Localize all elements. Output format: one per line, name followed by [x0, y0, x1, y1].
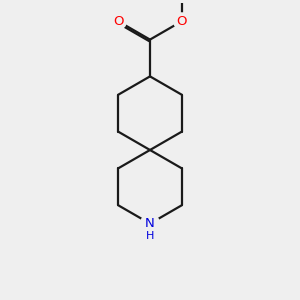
Text: O: O: [177, 15, 187, 28]
Text: O: O: [113, 15, 123, 28]
Circle shape: [110, 13, 126, 29]
Circle shape: [174, 13, 190, 29]
Text: N: N: [145, 217, 155, 230]
Text: H: H: [146, 231, 154, 241]
Circle shape: [141, 214, 159, 233]
